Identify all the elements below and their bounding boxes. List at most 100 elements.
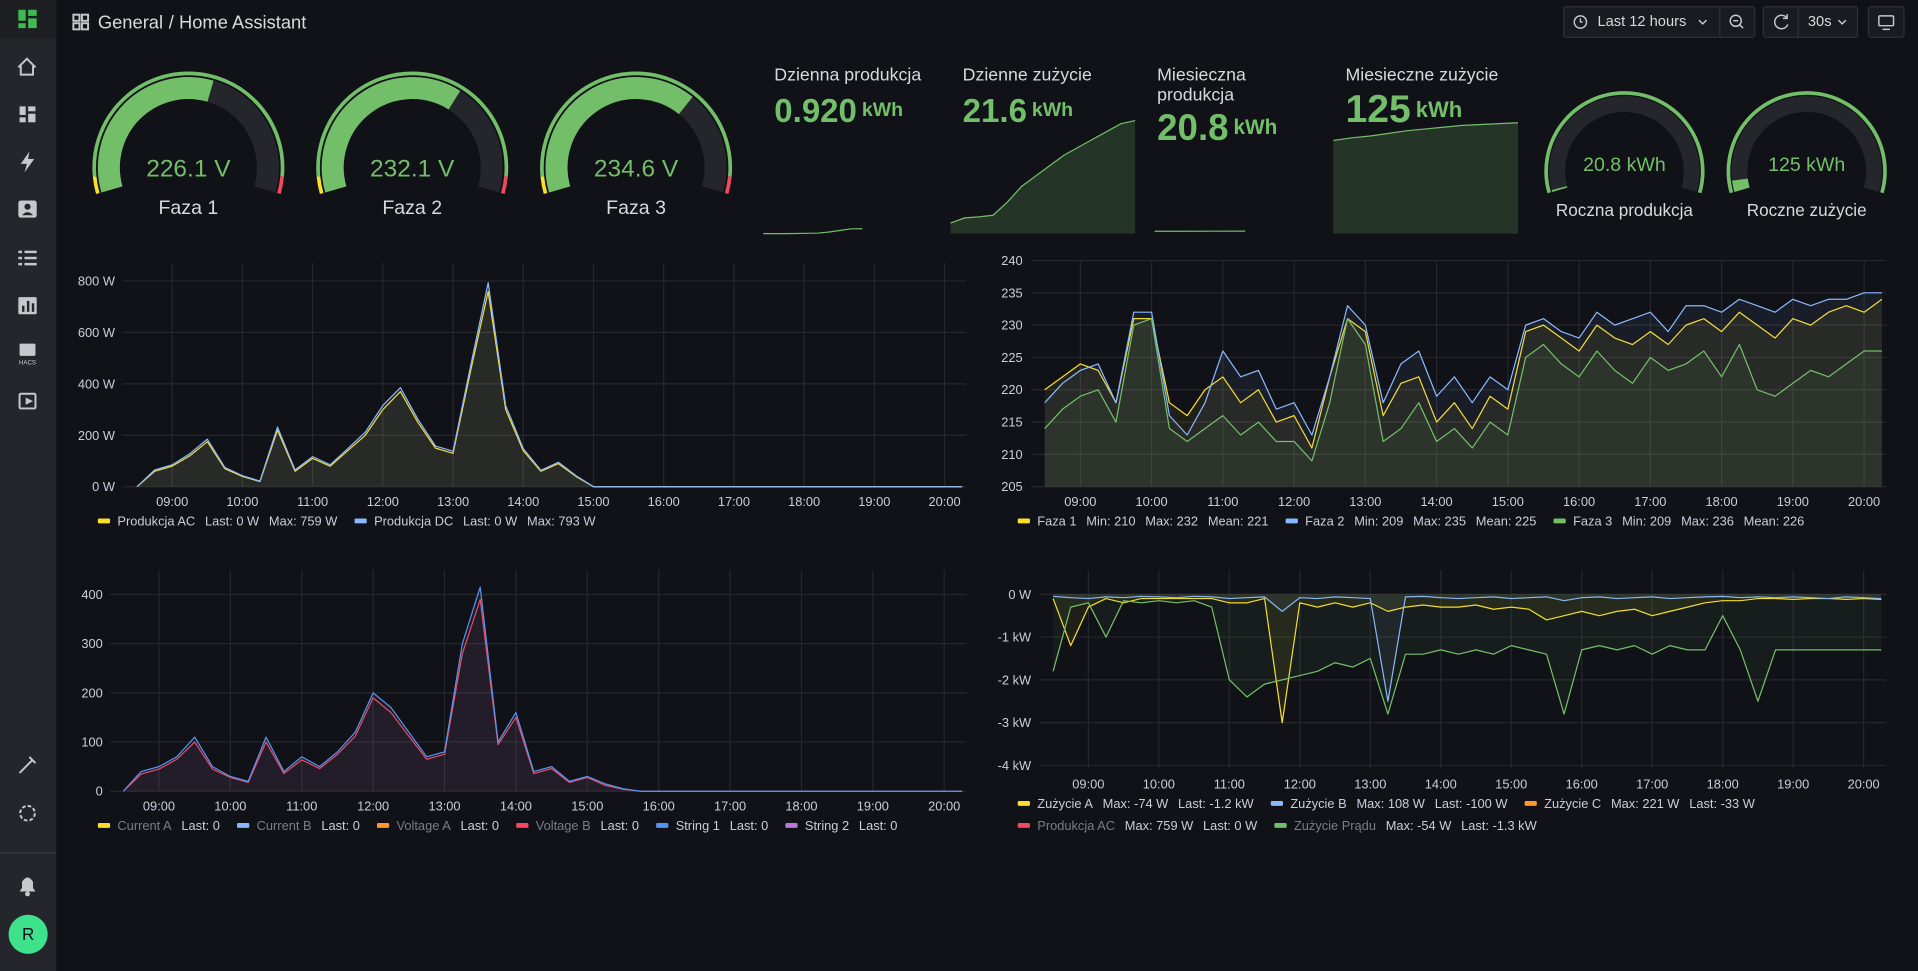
y-tick-label: 0 W [1008,587,1032,602]
time-range[interactable]: Last 12 hours [1598,14,1687,30]
legend-stat: Last: -100 W [1435,796,1509,811]
time-picker[interactable] [1563,6,1756,38]
y-tick-label: 200 W [78,428,116,443]
x-tick-label: 16:00 [643,798,675,813]
legend-swatch [1274,823,1287,828]
legend-name: Produkcja AC [1037,818,1115,833]
area-fill [123,599,963,792]
x-tick-label: 12:00 [357,798,389,813]
y-tick-label: 0 W [92,479,116,494]
legend-name: Zużycie C [1544,796,1601,811]
logo [18,9,37,29]
x-tick-label: 20:00 [929,494,961,509]
home-icon[interactable] [17,57,37,76]
legend-stat: Max: 793 W [527,513,596,528]
stat-title-box: Dzienna produkcja [774,66,921,86]
stat-value: 125 kWh [1346,87,1463,130]
gauge-threshold [316,71,509,177]
legend-stat: Last: 0 [730,818,769,833]
gauge-threshold [500,176,508,195]
x-tick-label: 12:00 [367,494,399,509]
gauge-value-arc [1732,178,1750,192]
breadcrumb-icon [72,13,90,31]
legend-swatch [354,518,367,524]
x-tick-label: 11:00 [297,494,328,509]
legend-stat: Last: 0 W [1203,818,1258,833]
legend-swatch [656,823,669,828]
stats-icon[interactable] [18,297,37,315]
breadcrumb-sub[interactable]: / Home Assistant [169,12,307,33]
hacs-icon[interactable]: HACS [19,343,36,367]
x-tick-label: 14:00 [1425,776,1457,791]
avatar-initial: R [22,925,34,944]
x-tick-label: 17:00 [718,494,750,509]
notifications-icon[interactable] [19,877,36,897]
stat-unit: kWh [1416,96,1462,121]
x-tick-label: 18:00 [1706,494,1738,509]
list-icon[interactable] [18,250,37,266]
series-line [1044,298,1883,449]
x-tick-label: 11:00 [1207,494,1238,509]
stat-title: Miesieczna produkcja [1157,66,1246,106]
legend-swatch [237,823,250,828]
zoom-icon[interactable] [1729,14,1742,28]
gauge-value: 234.6 V [594,155,679,182]
x-tick-label: 13:00 [437,494,469,509]
y-tick-label: -4 kW [998,758,1032,773]
legend-swatch [376,823,390,828]
x-tick-label: 15:00 [1492,494,1524,509]
legend-name: Faza 2 [1305,513,1344,528]
gauge-value: 226.1 V [146,155,231,182]
tools-icon[interactable] [18,756,37,774]
x-tick-label: 17:00 [714,798,746,813]
y-tick-label: -2 kW [998,672,1032,687]
x-tick-label: 13:00 [1349,494,1381,509]
tv-mode-button[interactable] [1867,6,1905,38]
y-tick-label: -3 kW [998,715,1032,730]
gauge-threshold [316,176,324,195]
stat-title-box: Miesieczna produkcja [1157,66,1246,106]
stat-unit: kWh [1233,116,1277,139]
area-fill [123,587,963,792]
legend-stat: Mean: 226 [1744,513,1805,528]
legend-stat: Max: 232 [1145,513,1198,528]
refresh-interval[interactable]: 30s [1808,14,1832,30]
sparkline [950,119,1136,224]
breadcrumb[interactable]: General [98,12,163,33]
x-tick-label: 13:00 [428,798,460,813]
gauge-value-arc [97,77,214,193]
y-tick-label: 205 [1001,479,1022,494]
zoom-icon-detail [1733,20,1744,29]
refresh-icon[interactable] [1774,14,1789,30]
legend-swatch [1285,518,1298,524]
stat-title: Dzienne zużycie [962,66,1092,86]
avatar[interactable] [8,914,48,954]
x-tick-label: 09:00 [143,798,175,813]
clock-icon [1573,15,1588,29]
y-tick-label: 0 [96,784,103,799]
legend-stat: Last: 0 [321,818,360,833]
media-icon[interactable] [18,392,37,410]
dashboards-icon[interactable] [19,106,36,123]
legend-swatch [785,823,798,828]
x-tick-label: 09:00 [1064,494,1096,509]
x-tick-label: 11:00 [286,798,317,813]
stat-value: 21.6 kWh [963,92,1073,129]
energy-icon[interactable] [20,151,35,173]
y-tick-label: 600 W [78,325,116,340]
y-tick-label: 400 [81,587,102,602]
x-tick-label: 13:00 [1354,776,1386,791]
stat-title-box: Dzienne zużycie [962,66,1092,86]
sparkline-area [1333,122,1519,234]
legend-stat: Max: 221 W [1611,796,1680,811]
settings-icon[interactable] [19,804,36,822]
x-tick-label: 12:00 [1284,776,1316,791]
x-tick-label: 14:00 [500,798,532,813]
series-line [1044,292,1882,436]
legend-stat: Last: 0 [600,818,639,833]
legend-stat: Last: 0 [859,818,898,833]
gauge-label: Roczne zużycie [1747,201,1867,220]
profile-icon[interactable] [18,200,37,218]
